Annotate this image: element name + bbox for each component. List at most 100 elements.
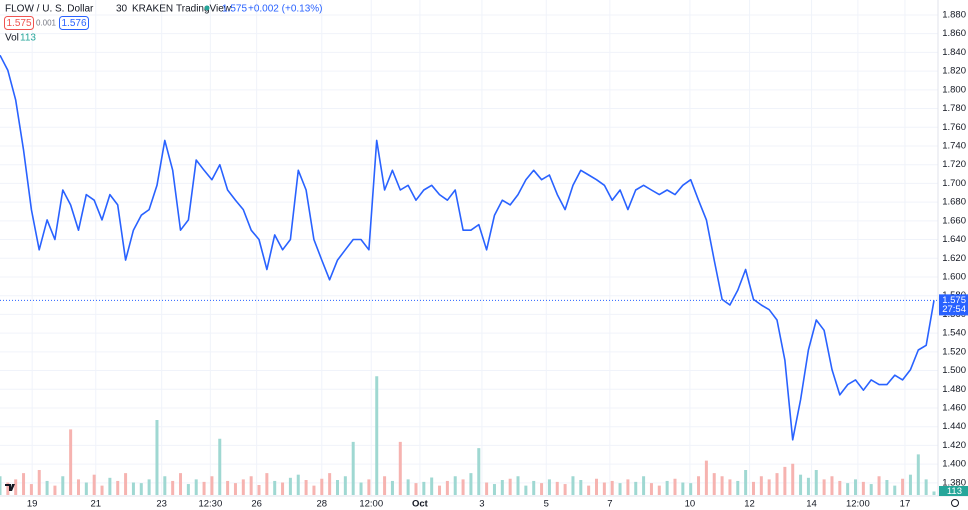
logo-mark: [5, 484, 15, 491]
sell-box[interactable]: [4, 16, 34, 30]
last-price: 1.575: [222, 4, 247, 15]
buy-box[interactable]: [59, 16, 89, 30]
volume-bar: [406, 479, 410, 495]
price-marker: [939, 294, 968, 316]
volume-bar: [877, 476, 881, 495]
volume-bar: [194, 479, 198, 495]
volume-marker-label: 113: [947, 486, 962, 497]
volume-marker: [939, 486, 968, 496]
volume-bar: [924, 479, 928, 495]
volume-bar: [673, 478, 677, 495]
volume-bar: [414, 483, 418, 495]
status-dot: [204, 5, 210, 11]
volume-bar: [869, 484, 873, 495]
volume-bar: [736, 480, 740, 495]
x-tick-label: 12: [744, 499, 755, 510]
volume-bar: [720, 476, 724, 495]
volume-bar: [500, 480, 504, 495]
y-tick-label: 1.440: [942, 421, 966, 432]
volume-bar: [571, 476, 575, 495]
volume-bar: [281, 482, 285, 495]
spread: 0.001: [36, 19, 57, 28]
volume-bar: [799, 474, 803, 495]
volume-bar: [155, 420, 159, 495]
y-tick-label: 1.460: [942, 402, 966, 413]
header: FLOW / U. S. Dollar 30 KRAKEN TradingVie…: [4, 4, 323, 44]
y-tick-label: 1.500: [942, 365, 966, 376]
x-tick-label: 14: [806, 499, 817, 510]
volume-bar: [92, 474, 96, 495]
volume-bar: [328, 473, 332, 495]
volume-bar: [485, 482, 489, 495]
volume-bar: [304, 480, 308, 495]
y-tick-label: 1.540: [942, 328, 966, 339]
volume-bar: [218, 438, 222, 495]
interval: 30: [116, 4, 128, 15]
price-marker-label: 1.575: [942, 295, 966, 306]
volume-bar: [288, 477, 292, 495]
symbol: FLOW / U. S. Dollar: [5, 4, 94, 15]
volume-bar: [728, 479, 732, 495]
volume-bar: [665, 480, 669, 495]
volume-bar: [249, 476, 253, 495]
volume-bar: [783, 466, 787, 495]
volume-bar: [257, 485, 261, 495]
volume-bar: [618, 483, 622, 495]
volume-bar: [610, 480, 614, 495]
volume-bar: [139, 483, 143, 495]
volume-bar: [861, 481, 865, 495]
volume-bar: [516, 476, 520, 495]
volume-bar: [767, 479, 771, 495]
volume-bar: [179, 473, 183, 495]
volume-bar: [37, 470, 41, 495]
volume-bar: [6, 482, 10, 495]
volume-bar: [634, 481, 638, 495]
volume-bar: [210, 476, 214, 495]
y-tick-label: 1.380: [942, 477, 966, 488]
exchange: KRAKEN: [132, 4, 173, 15]
volume-bar: [854, 479, 858, 495]
volume-bar: [398, 441, 402, 495]
volume-bar: [469, 473, 473, 495]
volume-bar: [822, 479, 826, 495]
y-tick-label: 1.720: [942, 159, 966, 170]
volume-bar: [916, 454, 920, 495]
bid[interactable]: 1.575: [6, 18, 31, 29]
volume-bar: [806, 477, 810, 495]
volume-bar: [626, 479, 630, 495]
volume-bar: [14, 479, 18, 495]
volume-bar: [579, 480, 583, 495]
x-tick-label: Oct: [412, 499, 429, 510]
volume-bar: [602, 482, 606, 495]
volume-bar: [775, 473, 779, 495]
volume-bar: [359, 482, 363, 495]
volume-bar: [335, 480, 339, 495]
volume-bar: [712, 473, 716, 495]
ask[interactable]: 1.576: [61, 18, 86, 29]
vol-label: Vol: [5, 33, 19, 44]
volume-bar: [100, 485, 104, 495]
settings-icon[interactable]: [951, 499, 959, 507]
volume-bar: [131, 482, 135, 495]
y-tick-label: 1.780: [942, 103, 966, 114]
volume-bar: [108, 477, 112, 495]
volume-bar: [830, 476, 834, 495]
x-tick-label: 5: [544, 499, 549, 510]
volume-bar: [642, 476, 646, 495]
y-tick-label: 1.400: [942, 459, 966, 470]
volume-bar: [273, 480, 277, 495]
volume-bar: [29, 484, 33, 495]
volume-bar: [445, 480, 449, 495]
volume-bar: [390, 480, 394, 495]
volume-bar: [147, 479, 151, 495]
volume-bar: [351, 441, 355, 495]
y-tick-label: 1.880: [942, 9, 966, 20]
y-tick-label: 1.620: [942, 253, 966, 264]
volume-bar: [759, 476, 763, 495]
volume-bar: [233, 483, 237, 495]
volume-bar: [814, 470, 818, 495]
volume-bar: [791, 463, 795, 495]
volume-bar: [320, 478, 324, 495]
volume: [0, 376, 936, 495]
